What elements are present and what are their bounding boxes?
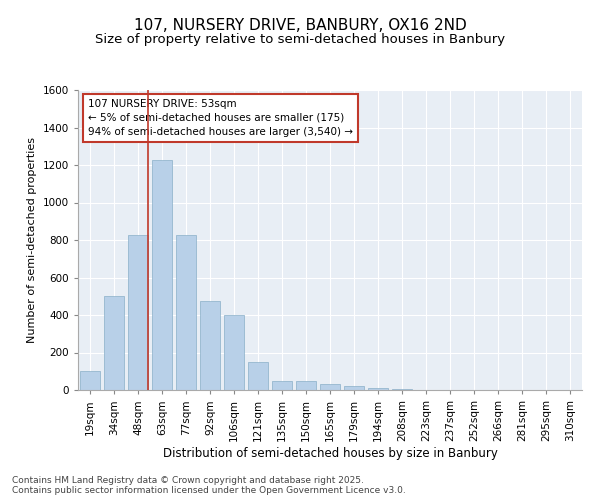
Bar [248,362,268,390]
Bar [128,236,148,390]
Bar [176,236,196,390]
Bar [392,389,412,390]
Bar [320,384,340,390]
Bar [224,315,244,390]
Bar [80,371,100,390]
Bar [368,388,388,390]
X-axis label: Distribution of semi-detached houses by size in Banbury: Distribution of semi-detached houses by … [163,446,497,460]
Text: 107, NURSERY DRIVE, BANBURY, OX16 2ND: 107, NURSERY DRIVE, BANBURY, OX16 2ND [134,18,466,32]
Bar [296,380,316,390]
Bar [272,380,292,390]
Y-axis label: Number of semi-detached properties: Number of semi-detached properties [27,137,37,343]
Bar [104,296,124,390]
Bar [200,301,220,390]
Bar [152,160,172,390]
Bar [344,386,364,390]
Text: 107 NURSERY DRIVE: 53sqm
← 5% of semi-detached houses are smaller (175)
94% of s: 107 NURSERY DRIVE: 53sqm ← 5% of semi-de… [88,99,353,137]
Text: Contains HM Land Registry data © Crown copyright and database right 2025.
Contai: Contains HM Land Registry data © Crown c… [12,476,406,495]
Text: Size of property relative to semi-detached houses in Banbury: Size of property relative to semi-detach… [95,32,505,46]
